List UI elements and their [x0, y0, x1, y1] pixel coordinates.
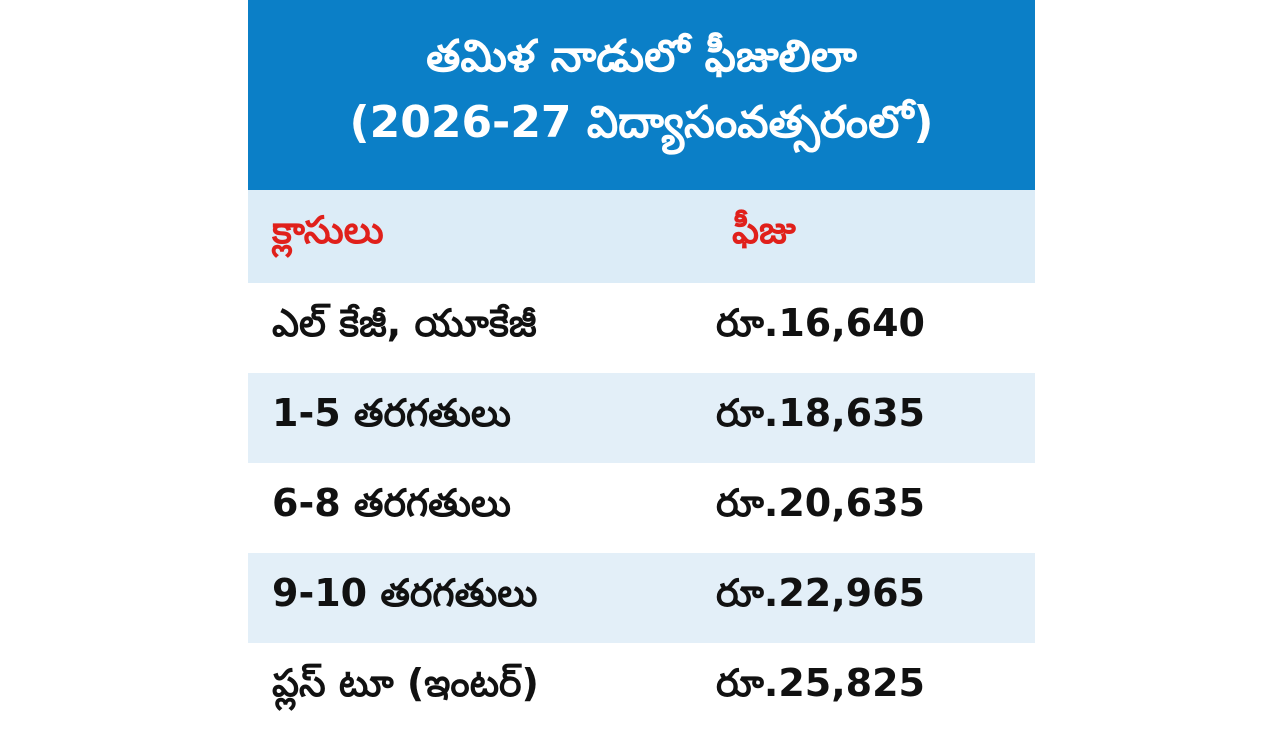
fee-cell: రూ.22,965: [716, 571, 925, 615]
title-line: (2026-27 విద్యాసంవత్సరంలో): [349, 97, 934, 148]
fee-cell: రూ.16,640: [716, 301, 925, 345]
class-cell: ప్లస్ టూ (ఇంటర్): [272, 661, 539, 705]
column-header: క్లాసులు: [272, 208, 384, 252]
class-cell: 9-10 తరగతులు: [272, 571, 538, 615]
table-row: 9-10 తరగతులు రూ.22,965: [248, 553, 1035, 643]
table-row: 6-8 తరగతులు రూ.20,635: [248, 463, 1035, 553]
class-cell: 6-8 తరగతులు: [272, 481, 511, 525]
column-header: ఫీజు: [732, 208, 796, 252]
class-cell: 1-5 తరగతులు: [272, 391, 511, 435]
fee-cell: రూ.25,825: [716, 661, 925, 705]
title-line: తమిళ నాడులో ఫీజులిలా: [426, 31, 857, 82]
column-header-row: క్లాసులు ఫీజు: [248, 190, 1035, 283]
fee-cell: రూ.20,635: [716, 481, 925, 525]
table-body: ఎల్ కేజీ, యూకేజీ రూ.16,640 1-5 తరగతులు రూ.1…: [248, 283, 1035, 733]
table-row: ఎల్ కేజీ, యూకేజీ రూ.16,640: [248, 283, 1035, 373]
fee-cell: రూ.18,635: [716, 391, 925, 435]
title-banner: తమిళ నాడులో ఫీజులిలా (2026-27 విద్యాసంవత…: [248, 0, 1035, 190]
table-row: 1-5 తరగతులు రూ.18,635: [248, 373, 1035, 463]
table-row: ప్లస్ టూ (ఇంటర్) రూ.25,825: [248, 643, 1035, 733]
fee-table-panel: తమిళ నాడులో ఫీజులిలా (2026-27 విద్యాసంవత…: [248, 0, 1035, 720]
class-cell: ఎల్ కేజీ, యూకేజీ: [272, 301, 537, 345]
